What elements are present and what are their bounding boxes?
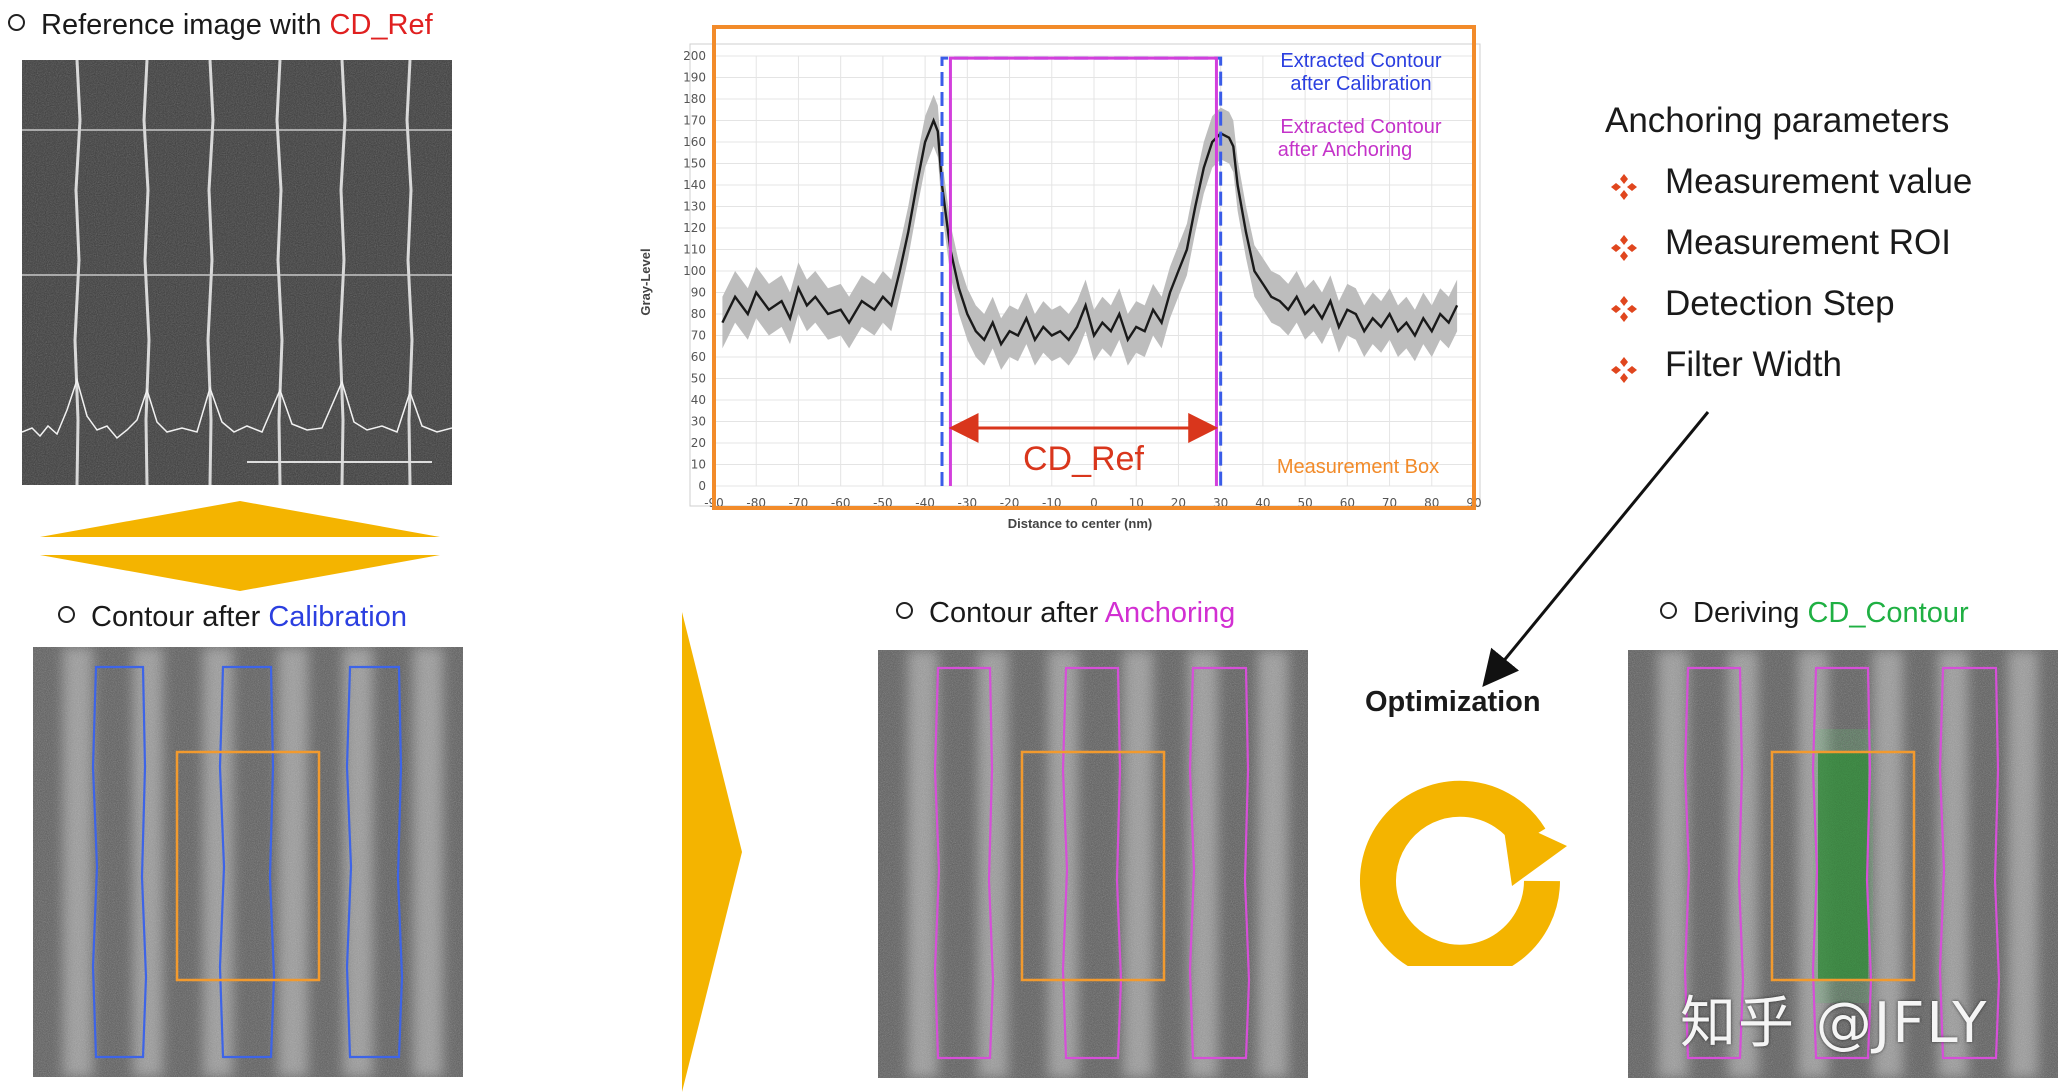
anchoring-parameter-label: Measurement value <box>1665 162 1973 201</box>
y-tick-label: 30 <box>691 415 706 429</box>
double-arrow-icon <box>40 501 440 591</box>
y-tick-label: 10 <box>691 458 706 472</box>
caption-highlight: Calibration <box>268 601 407 633</box>
anchoring-caption: Contour after Anchoring <box>896 596 1235 630</box>
calibration-sem-image <box>33 647 463 1077</box>
caption-bullet-icon <box>896 602 913 619</box>
anchoring-parameter-label: Filter Width <box>1665 345 1842 384</box>
y-tick-label: 70 <box>691 329 706 343</box>
y-tick-label: 0 <box>698 479 706 493</box>
measurement-box-label: Measurement Box <box>1277 456 1439 478</box>
four-diamond-bullet-icon <box>1611 296 1637 322</box>
measurement-box <box>712 25 1476 510</box>
optimization-cycle-icon <box>1360 780 1567 966</box>
anchoring-parameter-item: Filter Width <box>1605 334 1972 395</box>
anchoring-legend-line2: after Anchoring <box>1278 139 1413 161</box>
y-tick-label: 200 <box>683 49 706 63</box>
anchoring-parameter-label: Detection Step <box>1665 284 1895 323</box>
caption-prefix: Contour after <box>91 601 269 633</box>
y-tick-label: 60 <box>691 350 706 364</box>
caption-highlight: CD_Contour <box>1807 597 1969 629</box>
profile-uncertainty-band <box>722 94 1458 370</box>
y-tick-label: 170 <box>683 114 706 128</box>
y-tick-label: 110 <box>683 243 706 257</box>
deriving-image-content <box>1628 650 2058 1078</box>
caption-highlight: Anchoring <box>1104 597 1236 629</box>
gray-level-profile-chart: 0 10 20 30 40 50 60 70 80 90 100 110 120 130 140 150 160… <box>638 25 1482 531</box>
chart-plot-area <box>689 43 1481 507</box>
y-tick-label: 160 <box>683 135 706 149</box>
y-tick-label: 80 <box>691 307 706 321</box>
y-tick-label: 20 <box>691 436 706 450</box>
measurement-roi-box <box>175 750 321 982</box>
calibration-caption: Contour after Calibration <box>58 600 407 634</box>
measurement-roi-box <box>1020 750 1166 982</box>
right-arrow-icon <box>682 612 742 1092</box>
parameter-arrow-icon <box>1482 411 1710 687</box>
contour-marker-bracket <box>948 56 1218 486</box>
chart-x-axis-label: Distance to center (nm) <box>1008 516 1152 531</box>
anchoring-parameter-item: Measurement ROI <box>1605 212 1972 273</box>
calibration-legend-line2: after Calibration <box>1290 73 1431 95</box>
four-diamond-bullet-icon <box>1611 357 1637 383</box>
caption-prefix: Contour after <box>929 597 1105 629</box>
anchoring-image-content <box>878 650 1308 1078</box>
calibration-legend-line1: Extracted Contour <box>1280 50 1442 72</box>
watermark: 知乎 @JFLY <box>1680 991 1989 1056</box>
y-tick-label: 120 <box>683 221 706 235</box>
y-tick-label: 150 <box>683 157 706 171</box>
caption-prefix: Deriving <box>1693 597 1808 629</box>
anchoring-parameters-panel: Anchoring parameters Measurement value Me… <box>1605 90 1972 395</box>
optimization-label: Optimization <box>1365 686 1541 718</box>
anchoring-parameter-label: Measurement ROI <box>1665 223 1951 262</box>
y-tick-label: 100 <box>683 264 706 278</box>
caption-bullet-icon <box>58 606 75 623</box>
caption-bullet-icon <box>8 14 25 31</box>
y-tick-label: 190 <box>683 71 706 85</box>
anchoring-parameter-item: Measurement value <box>1605 151 1972 212</box>
calibration-image-content <box>33 647 463 1077</box>
y-tick-label: 130 <box>683 200 706 214</box>
deriving-sem-image <box>1628 650 2058 1078</box>
y-tick-label: 90 <box>691 286 706 300</box>
deriving-caption: Deriving CD_Contour <box>1660 596 1969 630</box>
anchoring-parameter-item: Detection Step <box>1605 273 1972 334</box>
reference-image-stripes <box>22 60 452 485</box>
reference-caption: Reference image with CD_Ref <box>8 8 433 42</box>
cd-ref-label: CD_Ref <box>1023 440 1144 478</box>
y-tick-label: 180 <box>683 92 706 106</box>
anchoring-legend-line1: Extracted Contour <box>1280 116 1442 138</box>
reference-sem-image <box>22 60 452 485</box>
caption-highlight: CD_Ref <box>329 9 433 41</box>
four-diamond-bullet-icon <box>1611 235 1637 261</box>
y-tick-label: 40 <box>691 393 706 407</box>
anchoring-parameters-list: Measurement value Measurement ROI Detectio… <box>1605 151 1972 395</box>
x-tick-label: 0 <box>1090 496 1098 510</box>
caption-bullet-icon <box>1660 602 1677 619</box>
profile-series-line <box>721 117 1459 347</box>
measurement-roi-box <box>1770 750 1916 982</box>
y-tick-label: 140 <box>683 178 706 192</box>
anchoring-parameters-title: Anchoring parameters <box>1605 101 1950 140</box>
caption-prefix: Reference image with <box>41 9 330 41</box>
y-tick-label: 50 <box>691 372 706 386</box>
four-diamond-bullet-icon <box>1611 174 1637 200</box>
anchoring-sem-image <box>878 650 1308 1078</box>
chart-y-axis-label: Gray-Level <box>638 248 653 315</box>
